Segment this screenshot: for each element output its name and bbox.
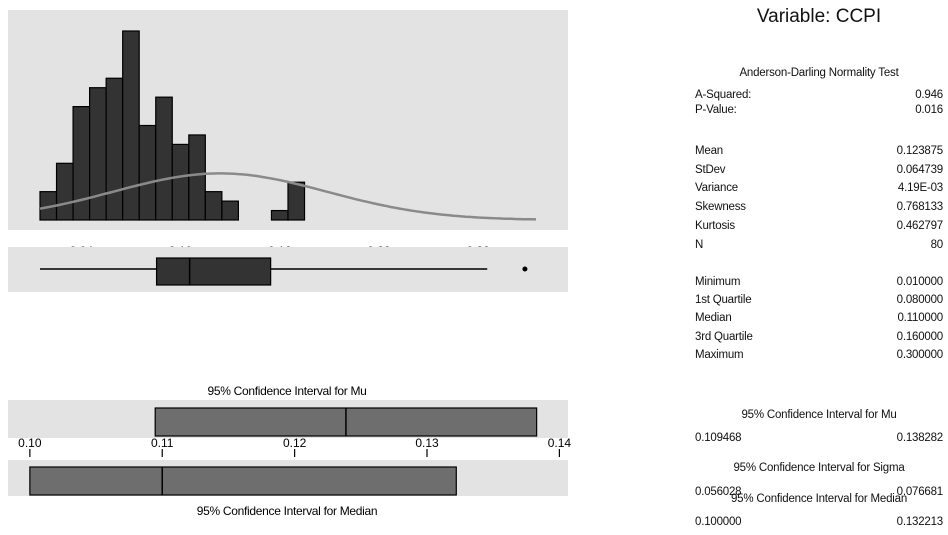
ci-median-label: 95% Confidence Interval for Median <box>197 504 378 518</box>
quantile-stat-row-value: 0.080000 <box>896 294 944 307</box>
descriptive-stat-row-label: StDev <box>695 163 726 176</box>
ci-tick-label: 0.14 <box>548 436 572 450</box>
histogram-bar <box>188 134 206 221</box>
boxplot-box <box>155 257 272 286</box>
descriptive-stat-row-label: N <box>695 238 704 251</box>
ci-mu-high: 0.138282 <box>896 432 944 444</box>
histogram-bar <box>72 105 91 221</box>
ad-stat-row-label: A-Squared: <box>695 89 752 101</box>
ci-median-header: 95% Confidence Interval for Median <box>730 493 908 505</box>
ci-mu-values: 0.109468 0.138282 <box>695 432 943 447</box>
quantile-stat-row: 3rd Quartile 0.160000 <box>695 331 943 346</box>
descriptive-stat-row-label: Mean <box>695 145 723 157</box>
ci-sigma-header: 95% Confidence Interval for Sigma <box>733 462 905 474</box>
ad-stat-row-value: 0.016 <box>915 104 943 116</box>
ci-median-low: 0.100000 <box>695 516 742 528</box>
ci-median-high: 0.132213 <box>896 516 944 528</box>
ci-tick-label: 0.10 <box>18 436 42 450</box>
histogram-bar <box>155 96 173 221</box>
descriptive-stat-row: Mean 0.123875 <box>695 145 943 160</box>
quantile-stat-row-label: Maximum <box>695 348 744 361</box>
quantile-stat-row: Maximum 0.300000 <box>695 349 943 364</box>
ad-stat-row: P-Value: 0.016 <box>695 104 943 119</box>
ci-mu-header: 95% Confidence Interval for Mu <box>741 409 897 421</box>
ad-test-header: Anderson-Darling Normality Test <box>739 67 899 79</box>
quantile-stat-row: 1st Quartile 0.080000 <box>695 294 943 309</box>
histogram-bar <box>55 162 74 221</box>
variable-title: Variable: CCPI <box>756 6 882 27</box>
descriptive-stat-row-value: 4.19E-03 <box>897 182 943 195</box>
ci-sigma-values: 0.056028 0.076681 <box>695 486 943 501</box>
ci-x-axis: 0.10 0.11 0.12 0.13 0.14 <box>18 436 571 457</box>
ci-median-bar <box>29 466 457 496</box>
boxplot-outlier <box>522 266 528 272</box>
quantile-stat-row-value: 0.010000 <box>896 276 944 288</box>
statistics-panel: Variable: CCPI Anderson-Darling Normalit… <box>695 0 943 535</box>
ad-stat-row-label: P-Value: <box>695 104 737 116</box>
quantile-stat-row-value: 0.300000 <box>896 348 944 361</box>
histogram-bar <box>122 30 140 221</box>
descriptive-stat-row-value: 80 <box>930 238 944 251</box>
normal-curve <box>39 172 537 221</box>
histogram-bar <box>105 77 124 221</box>
histogram-bar <box>171 143 190 221</box>
ci-tick-label: 0.11 <box>151 436 174 450</box>
ad-stat-row-value: 0.946 <box>915 89 943 101</box>
ci-mu-low: 0.109468 <box>695 432 742 444</box>
descriptive-stat-row-label: Kurtosis <box>695 219 735 232</box>
ci-sigma-low: 0.056028 <box>695 486 742 498</box>
descriptive-stat-row-value: 0.123875 <box>896 145 944 157</box>
descriptive-stat-row: N 80 <box>695 239 943 254</box>
ad-stat-row: A-Squared: 0.946 <box>695 89 943 104</box>
descriptive-stat-row-label: Variance <box>695 182 738 195</box>
quantile-stat-row-value: 0.160000 <box>896 330 944 343</box>
quantile-stat-row-label: 3rd Quartile <box>695 330 753 343</box>
descriptive-stat-row: StDev 0.064739 <box>695 164 943 179</box>
ci-median-values: 0.100000 0.132213 <box>695 516 943 531</box>
graphical-summary-chart: 0.040.100.160.220.28 95% Confidence Inte… <box>8 10 571 518</box>
histogram-bars <box>39 30 306 221</box>
histogram-bar <box>287 181 306 221</box>
descriptive-stat-row-value: 0.768133 <box>896 201 944 214</box>
ci-mu-label: 95% Confidence Interval for Mu <box>207 384 366 398</box>
descriptive-stat-row-label: Skewness <box>695 201 746 214</box>
ci-sigma-high: 0.076681 <box>896 486 944 498</box>
histogram-bar <box>138 124 157 221</box>
descriptive-stat-row-value: 0.462797 <box>896 219 944 232</box>
ci-median-box <box>29 466 457 496</box>
ci-tick-label: 0.13 <box>415 436 439 450</box>
descriptive-stat-row-value: 0.064739 <box>896 163 944 176</box>
histogram-bar <box>221 200 240 221</box>
quantile-stat-row-value: 0.110000 <box>897 312 943 325</box>
ci-tick-label: 0.12 <box>283 436 307 450</box>
descriptive-stat-row: Kurtosis 0.462797 <box>695 220 943 235</box>
boxplot <box>40 257 528 286</box>
quantile-stat-row: Minimum 0.010000 <box>695 276 943 291</box>
quantile-stat-row: Median 0.110000 <box>695 312 943 327</box>
histogram-bar <box>204 191 223 221</box>
ci-mu-bar <box>154 407 538 437</box>
descriptive-stat-row: Variance 4.19E-03 <box>695 182 943 197</box>
histogram-bar <box>270 209 289 221</box>
quantile-stat-row-label: 1st Quartile <box>695 294 752 307</box>
histogram-bar <box>88 87 107 221</box>
quantile-stat-row-label: Minimum <box>695 276 741 288</box>
quantile-stat-row-label: Median <box>695 312 732 325</box>
descriptive-stat-row: Skewness 0.768133 <box>695 201 943 216</box>
